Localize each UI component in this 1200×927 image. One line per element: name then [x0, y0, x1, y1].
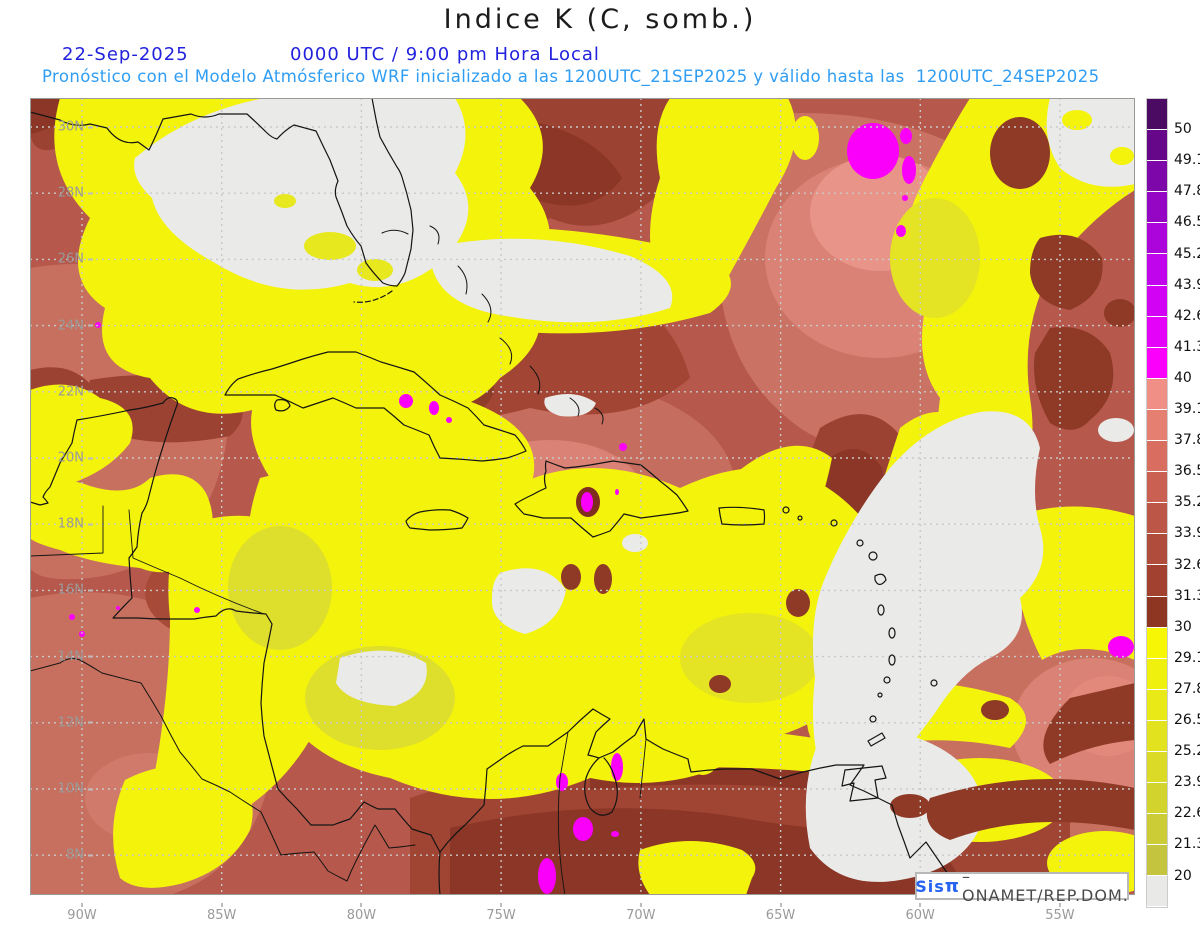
colorbar-segment: [1147, 658, 1167, 690]
lat-label: 14N: [23, 649, 93, 664]
colorbar-tick: 25.2: [1174, 743, 1200, 760]
lon-label: 60W: [890, 903, 950, 923]
colorbar-segment: [1147, 751, 1167, 784]
colorbar-segment: [1147, 441, 1167, 473]
colorbar-segment: [1147, 720, 1167, 752]
colorbar-segment: [1147, 783, 1167, 815]
colorbar-segment: [1147, 409, 1167, 442]
lat-label: 12N: [23, 715, 93, 730]
colorbar-segment: [1147, 223, 1167, 255]
colorbar-segment: [1147, 161, 1167, 193]
lon-label: 70W: [611, 903, 671, 923]
coastlines: [30, 98, 963, 895]
lat-label: 30N: [23, 120, 93, 135]
lon-label: 85W: [192, 903, 252, 923]
colorbar-segment: [1147, 503, 1167, 535]
lat-label: 26N: [23, 252, 93, 267]
lon-label: 80W: [331, 903, 391, 923]
watermark-badge: Sis π – ONAMET/REP.DOM.: [915, 867, 1129, 905]
colorbar-segment: [1147, 130, 1167, 162]
colorbar-tick: 33.9: [1174, 525, 1200, 542]
lat-label: 24N: [23, 318, 93, 333]
colorbar-tick: 50: [1174, 121, 1192, 138]
forecast-time: 0000 UTC / 9:00 pm Hora Local: [290, 44, 600, 65]
colorbar-segment: [1147, 472, 1167, 504]
colorbar-segment: [1147, 378, 1167, 410]
colorbar-tick: 30: [1174, 618, 1192, 635]
colorbar-tick: 31.3: [1174, 587, 1200, 604]
date-line: 22-Sep-2025 0000 UTC / 9:00 pm Hora Loca…: [0, 44, 1200, 66]
colorbar-segment: [1147, 534, 1167, 566]
colorbar-segment: [1147, 99, 1167, 131]
watermark-brand: Sis: [915, 876, 945, 896]
colorbar-tick: 49.1: [1174, 152, 1200, 169]
colorbar-segment: [1147, 596, 1167, 628]
colorbar-segment: [1147, 689, 1167, 721]
lat-label: 10N: [23, 782, 93, 797]
lon-label: 55W: [1030, 903, 1090, 923]
colorbar-tick: 41.3: [1174, 338, 1200, 355]
colorbar-tick: 20: [1174, 867, 1192, 884]
colorbar-segment: [1147, 192, 1167, 224]
forecast-date: 22-Sep-2025: [62, 44, 189, 65]
colorbar-segment: [1147, 285, 1167, 317]
model-subtitle: Pronóstico con el Modelo Atmósferico WRF…: [42, 67, 1100, 86]
lon-label: 75W: [471, 903, 531, 923]
colorbar-tick: 32.6: [1174, 556, 1200, 573]
colorbar-segment: [1147, 814, 1167, 846]
colorbar-segment: [1147, 876, 1167, 908]
colorbar-segment: [1147, 565, 1167, 597]
colorbar-segment: [1147, 347, 1167, 379]
colorbar-segment: [1147, 254, 1167, 286]
lon-label: 90W: [52, 903, 112, 923]
colorbar-tick: 40: [1174, 369, 1192, 386]
colorbar-tick: 29.1: [1174, 649, 1200, 666]
colorbar-tick: 27.8: [1174, 680, 1200, 697]
colorbar-tick: 47.8: [1174, 183, 1200, 200]
colorbar-tick: 39.1: [1174, 401, 1200, 417]
extreme-value-spots: [69, 123, 1134, 894]
colorbar-tick: 21.3: [1174, 836, 1200, 853]
lat-label: 28N: [23, 186, 93, 201]
graticule-grid: [30, 98, 1135, 895]
lat-label: 22N: [23, 384, 93, 399]
colorbar-tick: 36.5: [1174, 463, 1200, 480]
colorbar-tick: 22.6: [1174, 805, 1200, 822]
lat-label: 20N: [23, 451, 93, 466]
colorbar-tick: 42.6: [1174, 307, 1200, 324]
colorbar-segment: [1147, 627, 1167, 659]
lon-label: 65W: [751, 903, 811, 923]
lat-label: 18N: [23, 517, 93, 532]
lat-label: 8N: [23, 848, 93, 863]
colorbar-tick: 35.2: [1174, 494, 1200, 511]
colorbar-segment: [1147, 845, 1167, 877]
weather-map: [30, 98, 1135, 895]
colorbar-scale: [1146, 98, 1168, 909]
map-frame: [30, 98, 1135, 895]
colorbar-segment: [1147, 316, 1167, 348]
map-canvas: [30, 98, 1135, 895]
page-title: Indice K (C, somb.): [443, 4, 757, 35]
contour-fill-layers: [30, 98, 1135, 895]
colorbar-tick: 37.8: [1174, 432, 1200, 449]
pi-icon: π: [944, 875, 960, 897]
colorbar-tick: 45.2: [1174, 245, 1200, 262]
colorbar-tick: 43.9: [1174, 276, 1200, 293]
watermark-org: – ONAMET/REP.DOM.: [961, 867, 1129, 905]
lat-label: 16N: [23, 583, 93, 598]
colorbar-tick: 46.5: [1174, 214, 1200, 231]
colorbar-tick: 26.5: [1174, 712, 1200, 728]
colorbar-tick: 23.9: [1174, 774, 1200, 791]
